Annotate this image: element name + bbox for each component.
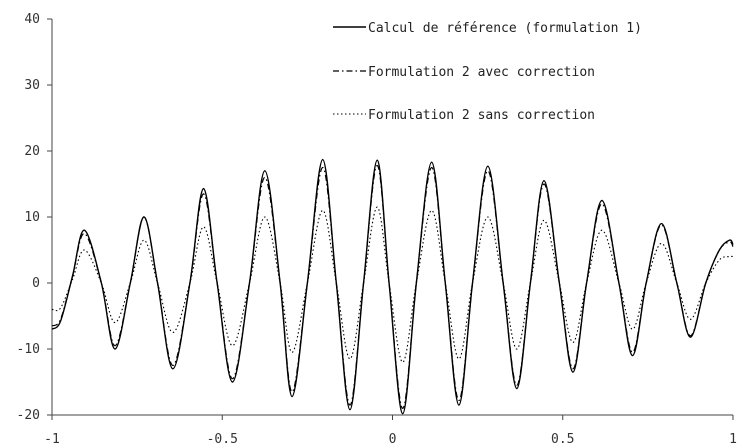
series-line-2 (51, 164, 734, 409)
x-tick-label: -1 (44, 432, 60, 447)
y-tick-label: 0 (32, 276, 40, 291)
x-tick-label: -0.5 (207, 432, 238, 447)
legend-label-1: Calcul de référence (formulation 1) (368, 21, 642, 36)
y-tick-label: -10 (17, 342, 40, 357)
y-tick-label: 40 (24, 12, 40, 27)
chart-axes: -20 -10 0 10 20 30 40 -1 -0.5 0 0.5 1 (17, 12, 737, 447)
y-tick-label: 20 (24, 144, 40, 159)
y-tick-label: -20 (17, 408, 40, 423)
series-line-3 (51, 206, 734, 363)
x-tick-label: 1 (729, 432, 737, 447)
legend-label-2: Formulation 2 avec correction (368, 65, 595, 80)
y-tick-label: 10 (24, 210, 40, 225)
x-tick-label: 0 (389, 432, 397, 447)
x-tick-label: 0.5 (551, 432, 574, 447)
series-line-1 (51, 158, 734, 415)
chart-legend: Calcul de référence (formulation 1) Formu… (333, 21, 642, 123)
legend-label-3: Formulation 2 sans correction (368, 108, 595, 123)
chart-series (51, 158, 734, 415)
y-tick-label: 30 (24, 78, 40, 93)
